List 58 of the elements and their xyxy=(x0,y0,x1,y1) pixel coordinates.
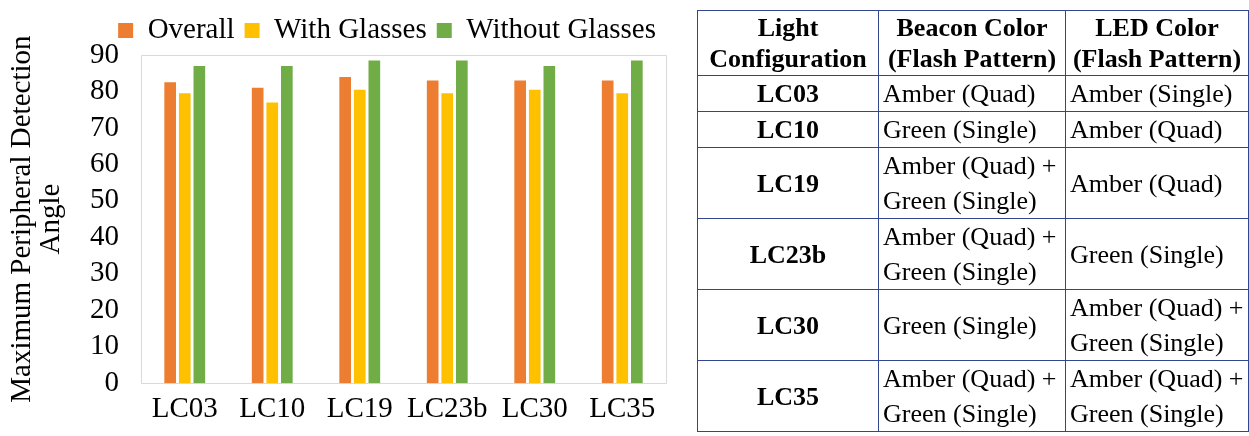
text: Green (Single) xyxy=(883,310,1037,340)
bar xyxy=(353,89,366,384)
x-tick-label: LC03 xyxy=(151,391,218,424)
bar xyxy=(193,65,206,384)
bar xyxy=(631,60,643,384)
category-label: LC19 xyxy=(756,168,820,198)
bar xyxy=(543,65,556,384)
text: Amber (Quad) xyxy=(1070,168,1223,198)
bar xyxy=(368,60,381,384)
x-tick-label: LC30 xyxy=(501,391,568,424)
x-tick-label: LC35 xyxy=(589,391,656,424)
bar xyxy=(281,65,293,384)
bar xyxy=(441,93,454,384)
y-tick-label: 50 xyxy=(90,182,119,215)
bar xyxy=(601,80,614,384)
legend-label: Overall xyxy=(147,12,235,45)
y-tick-label: 90 xyxy=(90,36,119,69)
bar xyxy=(266,102,279,384)
y-tick-label: 30 xyxy=(90,255,119,288)
legend-label: With Glasses xyxy=(274,12,427,45)
y-tick-label: 80 xyxy=(90,73,119,106)
text: Amber (Quad) + Green (Single) xyxy=(883,151,1057,215)
bar xyxy=(164,82,176,384)
category-label: Beacon Color (Flash Pattern) xyxy=(878,10,1066,76)
bar xyxy=(456,60,468,384)
y-tick-label: 70 xyxy=(90,109,119,142)
text: Amber (Quad) xyxy=(883,79,1036,108)
bar xyxy=(528,89,541,384)
y-axis-title: Maximum Peripheral Detection Angle xyxy=(4,34,66,403)
text: Amber (Quad) + Green (Single) xyxy=(883,222,1057,286)
bar xyxy=(339,76,351,384)
legend-label: Without Glasses xyxy=(466,12,656,45)
bar xyxy=(514,80,526,384)
y-tick-label: 0 xyxy=(104,364,119,397)
x-tick-label: LC10 xyxy=(239,391,306,424)
category-label: LC10 xyxy=(756,115,820,144)
category-label: LED Color (Flash Pattern) xyxy=(1065,10,1249,76)
text: Green (Single) xyxy=(883,115,1037,144)
bar xyxy=(178,93,191,384)
y-tick-label: 20 xyxy=(90,291,119,324)
category-label: LC23b xyxy=(749,239,827,269)
category-label: LC30 xyxy=(756,310,820,340)
text: Amber (Quad) + Green (Single) xyxy=(1070,293,1244,357)
y-tick-label: 60 xyxy=(90,146,119,179)
y-tick-label: 40 xyxy=(90,218,119,251)
y-tick-label: 10 xyxy=(90,328,119,361)
bar xyxy=(426,80,439,384)
text: Amber (Quad) + Green (Single) xyxy=(1070,364,1244,428)
x-tick-label: LC23b xyxy=(406,391,488,424)
text: Amber (Single) xyxy=(1070,79,1233,108)
bar xyxy=(251,87,264,384)
text: Amber (Quad) + Green (Single) xyxy=(883,364,1057,428)
category-label: Light Configuration xyxy=(697,10,879,76)
category-label: LC03 xyxy=(756,79,820,108)
x-tick-label: LC19 xyxy=(326,391,393,424)
bar xyxy=(616,93,629,384)
text: Green (Single) xyxy=(1070,239,1224,269)
text: Amber (Quad) xyxy=(1070,115,1223,144)
